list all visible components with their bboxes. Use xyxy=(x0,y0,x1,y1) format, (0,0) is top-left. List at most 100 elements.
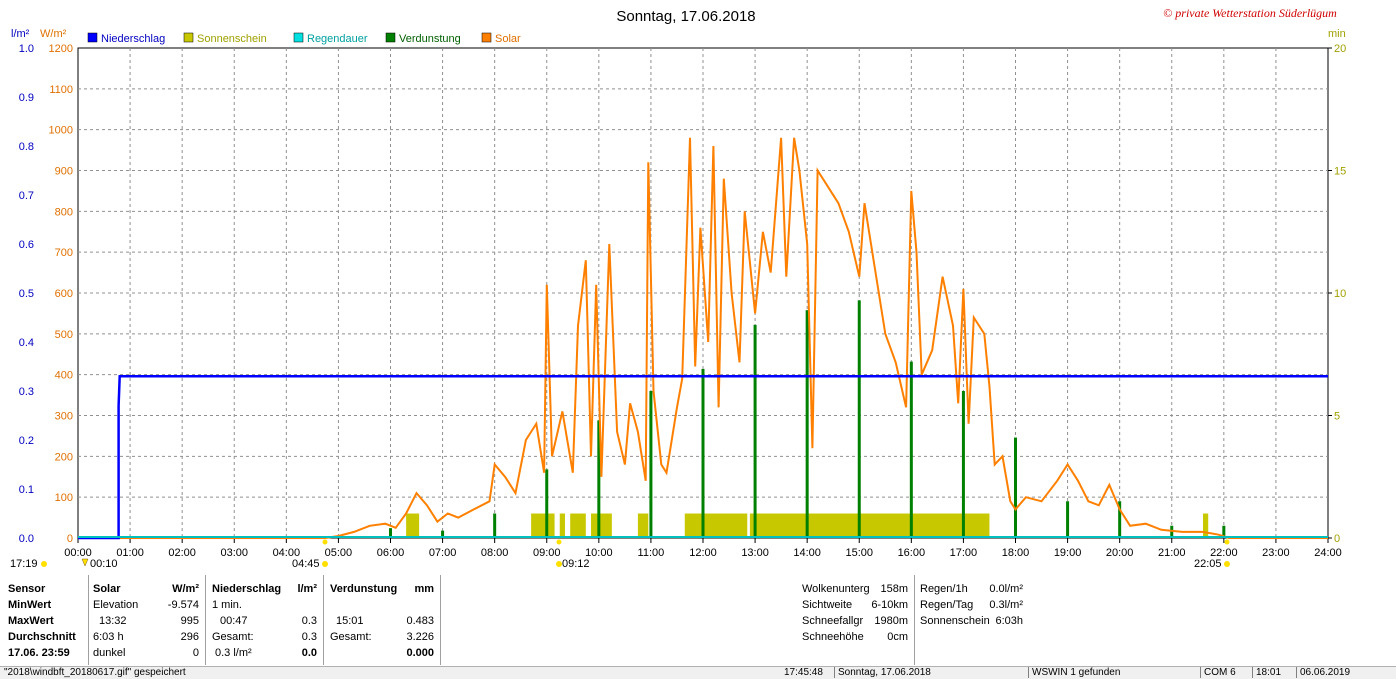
status-file: "2018\windbft_20180617.gif" gespeichert xyxy=(4,667,186,678)
solar-cell: -9.574 xyxy=(167,599,199,611)
x-tick-label: 23:00 xyxy=(1262,547,1290,559)
evap-column: Verdunstung mm 15:01 0.483 Gesamt: 3.226… xyxy=(330,583,434,663)
info-label: Regen/Tag xyxy=(920,599,974,611)
sun-mark-label: 17:19 xyxy=(10,558,38,570)
stat-label: MaxWert xyxy=(8,615,54,627)
evaporation-spike xyxy=(1066,501,1070,538)
legend: Niederschlag Sonnenschein Regendauer Verdun… xyxy=(87,32,521,45)
sun-mark-dot xyxy=(1224,561,1230,567)
rain-cell: 0.3 xyxy=(301,615,317,627)
y-tick-label-minutes: 15 xyxy=(1334,166,1346,178)
x-tick-label: 15:00 xyxy=(845,547,873,559)
y-tick-label-rain: 0.0 xyxy=(19,533,34,545)
rain-cell: 0.3 xyxy=(301,631,317,643)
info-value: 6-10km xyxy=(871,599,908,611)
y-tick-label-solar: 600 xyxy=(55,288,73,300)
y-tick-label-rain: 0.3 xyxy=(19,386,34,398)
x-tick-label: 16:00 xyxy=(898,547,926,559)
status-date2: 06.06.2019 xyxy=(1296,667,1350,678)
y-axis-minutes: 0 5 10 15 20 xyxy=(1328,43,1346,545)
rain-cell: Gesamt: xyxy=(212,631,254,643)
evaporation-spike xyxy=(805,310,809,538)
solar-cell: 296 xyxy=(180,631,199,643)
evaporation-spike xyxy=(857,300,861,538)
x-tick-label: 05:00 xyxy=(325,547,353,559)
evaporation-spike xyxy=(493,513,497,538)
y-tick-label-solar: 500 xyxy=(55,329,73,341)
y-tick-label-solar: 300 xyxy=(55,411,73,423)
y-tick-label-solar: 0 xyxy=(67,533,73,545)
sun-mark-dot xyxy=(41,561,47,567)
evaporation-spike xyxy=(389,528,392,538)
x-tick-label: 02:00 xyxy=(168,547,196,559)
solar-cell: Elevation xyxy=(93,599,139,611)
x-axis: 00:00 01:00 02:00 03:00 04:00 05:00 06:00 07:00… xyxy=(64,538,1342,559)
solar-cell: 6:03 h xyxy=(93,631,124,643)
x-tick-label: 06:00 xyxy=(377,547,405,559)
legend-label: Verdunstung xyxy=(399,33,461,45)
evap-head: Verdunstung xyxy=(330,583,398,595)
x-tick-label: 10:00 xyxy=(585,547,613,559)
y-axis-solar: 0 100 200 300 400 500 600 700 800 900 1000 1100 1200 xyxy=(49,43,73,545)
x-tick-label: 14:00 xyxy=(793,547,821,559)
info-value: 0cm xyxy=(887,631,908,643)
unit-minutes: min xyxy=(1328,28,1346,40)
sun-mark-dot xyxy=(322,539,328,545)
y-tick-label-minutes: 0 xyxy=(1334,533,1340,545)
x-tick-label: 12:00 xyxy=(689,547,717,559)
y-axis-rain: 0.0 0.1 0.2 0.3 0.4 0.5 0.6 0.7 0.8 0.9 1.0 xyxy=(19,43,34,545)
weather-chart: 0.00.10.20.30.40.50.60.70.80.91.0 010020… xyxy=(10,6,1346,570)
evaporation-spike xyxy=(545,469,549,538)
solar-head: Solar xyxy=(93,583,121,595)
solar-cell: 995 xyxy=(180,615,199,627)
evaporation-spike xyxy=(909,361,913,538)
info-label: Sichtweite xyxy=(802,599,853,611)
y-tick-label-solar: 1200 xyxy=(49,43,73,55)
x-tick-label: 09:00 xyxy=(533,547,561,559)
evaporation-spike xyxy=(961,391,965,538)
sun-mark-label: 22:05 xyxy=(1194,558,1222,570)
y-tick-label-rain: 0.1 xyxy=(19,484,34,496)
evaporation-spike xyxy=(701,368,705,538)
evaporation-spike xyxy=(1014,437,1017,538)
legend-label: Regendauer xyxy=(307,33,368,45)
y-tick-label-solar: 100 xyxy=(55,492,73,504)
solar-unit: W/m² xyxy=(172,583,199,595)
info-value: 158m xyxy=(880,583,908,595)
legend-label: Solar xyxy=(495,33,521,45)
y-tick-label-minutes: 20 xyxy=(1334,43,1346,55)
sunshine-bar xyxy=(406,513,420,538)
y-tick-label-rain: 0.8 xyxy=(19,141,34,153)
evaporation-spike xyxy=(597,420,601,538)
x-tick-label: 13:00 xyxy=(741,547,769,559)
sun-mark-dot xyxy=(556,539,562,545)
x-tick-label: 24:00 xyxy=(1314,547,1342,559)
status-time: 17:45:48 xyxy=(784,667,823,678)
rain-cell: 0.3 l/m² xyxy=(215,647,252,659)
legend-label: Niederschlag xyxy=(101,33,165,45)
y-tick-label-solar: 200 xyxy=(55,451,73,463)
sun-mark-dot xyxy=(322,561,328,567)
x-tick-label: 21:00 xyxy=(1158,547,1186,559)
unit-solar: W/m² xyxy=(40,28,67,40)
info-label: Sonnenschein xyxy=(920,615,990,627)
x-tick-label: 08:00 xyxy=(481,547,509,559)
status-device: WSWIN 1 gefunden xyxy=(1028,667,1120,678)
solar-cell: 0 xyxy=(192,647,199,659)
rain-cell: 1 min. xyxy=(212,599,242,611)
series-verdunstung xyxy=(389,300,1226,538)
x-tick-label: 18:00 xyxy=(1002,547,1030,559)
y-tick-label-minutes: 5 xyxy=(1334,411,1340,423)
stat-label: Sensor xyxy=(8,583,46,595)
stat-label: MinWert xyxy=(8,599,52,611)
info-value: 0.3l/m² xyxy=(989,599,1023,611)
sun-mark-arrow xyxy=(81,558,89,567)
status-date: Sonntag, 17.06.2018 xyxy=(834,667,931,678)
legend-swatch xyxy=(385,32,396,43)
evap-cell: Gesamt: xyxy=(330,631,372,643)
watermark: © private Wetterstation Süderlügum xyxy=(1163,6,1337,20)
x-tick-label: 01:00 xyxy=(116,547,144,559)
chart-title: Sonntag, 17.06.2018 xyxy=(616,8,755,25)
x-tick-label: 22:00 xyxy=(1210,547,1238,559)
sun-mark-dot xyxy=(556,561,562,567)
